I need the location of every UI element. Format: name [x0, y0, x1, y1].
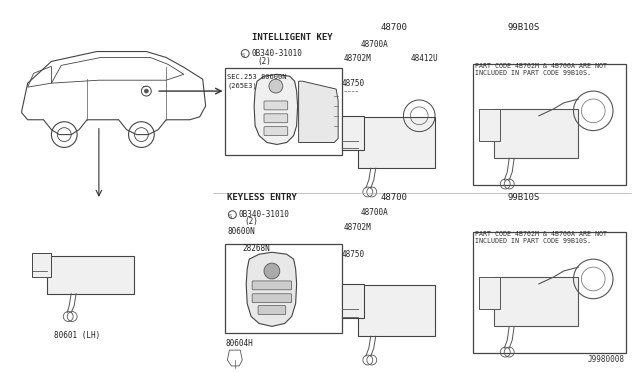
Text: J9980008: J9980008: [588, 355, 625, 364]
Text: 48750: 48750: [342, 79, 365, 88]
Text: 80604H: 80604H: [225, 339, 253, 348]
FancyBboxPatch shape: [479, 109, 500, 141]
Text: (2): (2): [257, 57, 271, 66]
FancyBboxPatch shape: [472, 64, 626, 185]
Circle shape: [269, 79, 283, 93]
Text: PART CODE 4B702M & 4B700A ARE NOT
INCLUDED IN PART CODE 99B10S.: PART CODE 4B702M & 4B700A ARE NOT INCLUD…: [475, 63, 607, 76]
Text: INTELLIGENT KEY: INTELLIGENT KEY: [252, 33, 333, 42]
Text: 80600N: 80600N: [227, 227, 255, 237]
FancyBboxPatch shape: [47, 256, 134, 294]
Text: 48700A: 48700A: [361, 39, 388, 49]
FancyBboxPatch shape: [225, 68, 342, 155]
Polygon shape: [246, 252, 296, 326]
FancyBboxPatch shape: [472, 232, 626, 353]
Text: 48702M: 48702M: [344, 54, 372, 63]
Circle shape: [264, 263, 280, 279]
Text: (265E3): (265E3): [227, 82, 257, 89]
Text: 0B340-31010: 0B340-31010: [238, 210, 289, 219]
Text: S: S: [242, 53, 245, 58]
Text: 48702M: 48702M: [344, 222, 372, 231]
Text: 99B10S: 99B10S: [508, 193, 540, 202]
Text: 48412U: 48412U: [410, 54, 438, 63]
Text: 0B340-31010: 0B340-31010: [251, 49, 302, 58]
Text: 28268N: 28268N: [243, 244, 270, 253]
Polygon shape: [299, 81, 338, 142]
FancyBboxPatch shape: [264, 114, 288, 123]
Text: 99B10S: 99B10S: [508, 23, 540, 32]
FancyBboxPatch shape: [358, 117, 435, 168]
Circle shape: [145, 89, 148, 93]
Text: PART CODE 4B702M & 4B700A ARE NOT
INCLUDED IN PART CODE 99B10S.: PART CODE 4B702M & 4B700A ARE NOT INCLUD…: [475, 231, 607, 244]
FancyBboxPatch shape: [258, 306, 285, 315]
Text: 48700: 48700: [381, 23, 408, 32]
FancyBboxPatch shape: [264, 101, 288, 110]
FancyBboxPatch shape: [342, 116, 364, 150]
Text: 48700A: 48700A: [361, 208, 388, 217]
FancyBboxPatch shape: [252, 281, 292, 290]
Text: S: S: [228, 214, 232, 219]
FancyBboxPatch shape: [479, 277, 500, 309]
Text: 80601 (LH): 80601 (LH): [54, 331, 100, 340]
Text: KEYLESS ENTRY: KEYLESS ENTRY: [227, 193, 298, 202]
FancyBboxPatch shape: [358, 285, 435, 336]
FancyBboxPatch shape: [225, 244, 342, 333]
Polygon shape: [254, 74, 298, 144]
FancyBboxPatch shape: [494, 109, 579, 158]
FancyBboxPatch shape: [31, 253, 51, 277]
Text: 48750: 48750: [342, 250, 365, 259]
FancyBboxPatch shape: [494, 277, 579, 326]
Text: SEC.253 80600N: SEC.253 80600N: [227, 74, 287, 80]
FancyBboxPatch shape: [342, 284, 364, 318]
FancyBboxPatch shape: [264, 127, 288, 135]
FancyBboxPatch shape: [252, 294, 292, 303]
Text: 48700: 48700: [381, 193, 408, 202]
Text: (2): (2): [244, 217, 258, 226]
